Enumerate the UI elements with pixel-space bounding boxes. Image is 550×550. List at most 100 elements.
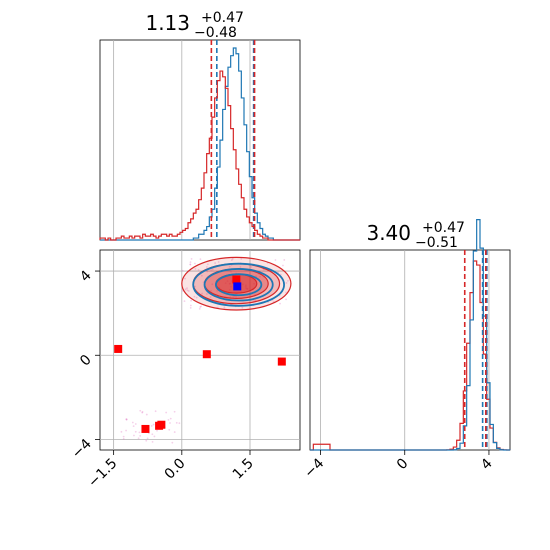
scatter-sample-point — [282, 264, 284, 267]
scatter-sample-point — [206, 293, 208, 295]
scatter-marker-red — [157, 420, 166, 429]
scatter-sample-point — [181, 269, 184, 272]
scatter-sample-point — [145, 413, 148, 416]
hist1-title-sup: +0.47 — [201, 10, 244, 26]
scatter-sample-point — [279, 302, 281, 305]
scatter-sample-point — [274, 259, 277, 261]
scatter-sample-point — [152, 423, 155, 426]
scatter-marker-red — [277, 357, 286, 366]
scatter-sample-point — [226, 280, 229, 283]
scatter-sample-point — [189, 263, 192, 266]
scatter-sample-point — [122, 435, 125, 438]
scatter-sample-point — [125, 429, 127, 432]
scatter-sample-point — [199, 258, 202, 261]
scatter-sample-point — [253, 282, 255, 285]
scatter-sample-point — [209, 296, 212, 298]
scatter-sample-point — [255, 275, 258, 278]
scatter-sample-point — [146, 437, 149, 440]
hist1-title: 1.13 — [145, 11, 190, 35]
scatter-sample-point — [141, 411, 144, 414]
scatter-sample-point — [246, 288, 249, 290]
scatter-sample-point — [194, 262, 196, 265]
scatter-sample-point — [211, 268, 214, 271]
scatter-sample-point — [151, 433, 154, 436]
scatter-sample-point — [187, 290, 190, 292]
scatter-sample-point — [139, 409, 142, 412]
hist2-series-blue — [310, 219, 511, 451]
scatter-sample-point — [134, 430, 137, 433]
scatter-sample-point — [259, 275, 261, 278]
hist1-frame — [99, 39, 301, 241]
scatter-contour-blue — [203, 268, 274, 302]
scatter-sample-point — [210, 289, 212, 292]
scatter-sample-point — [189, 306, 192, 309]
scatter-sample-point — [195, 296, 198, 299]
scatter-sample-point — [189, 304, 192, 307]
scatter-sample-point — [125, 418, 128, 421]
scatter-sample-point — [235, 296, 238, 298]
scatter-sample-point — [228, 288, 231, 291]
scatter-sample-point — [285, 282, 288, 284]
scatter-sample-point — [205, 266, 208, 268]
scatter-sample-point — [134, 423, 137, 425]
scatter-sample-point — [193, 295, 196, 298]
scatter-sample-point — [242, 283, 244, 286]
hist2-xtick-label: 0 — [394, 456, 412, 474]
scatter-sample-point — [214, 262, 217, 264]
scatter-sample-point — [244, 285, 247, 288]
scatter-sample-point — [206, 263, 209, 266]
scatter-sample-point — [230, 280, 233, 282]
scatter-sample-point — [200, 274, 203, 277]
scatter-sample-point — [231, 258, 234, 260]
scatter-sample-point — [156, 429, 158, 432]
scatter-sample-point — [228, 282, 231, 285]
scatter-marker-red — [141, 424, 150, 433]
scatter-sample-point — [224, 282, 227, 285]
hist2-title: 3.40 — [366, 221, 411, 245]
hist2-title-sup: +0.47 — [422, 220, 465, 236]
scatter-sample-point — [125, 418, 128, 421]
scatter-sample-point — [254, 299, 257, 302]
scatter-sample-point — [223, 306, 226, 309]
scatter-sample-point — [198, 308, 201, 310]
hist2-series-red — [310, 260, 511, 451]
scatter-sample-point — [141, 410, 144, 413]
scatter-sample-point — [216, 289, 219, 292]
scatter-sample-point — [154, 410, 157, 413]
scatter-contour-blue — [215, 273, 263, 297]
scatter-sample-point — [240, 258, 243, 260]
scatter-sample-point — [153, 435, 156, 438]
scatter-sample-point — [186, 287, 188, 290]
hist2-xtick-label: 4 — [478, 455, 496, 473]
scatter-sample-point — [139, 434, 142, 437]
scatter-sample-point — [285, 298, 287, 301]
hist1-series-red — [99, 70, 300, 241]
scatter-sample-point — [138, 431, 141, 434]
scatter-xtick-label: 0.0 — [162, 456, 189, 483]
scatter-sample-point — [232, 296, 235, 298]
scatter-ytick-label: 4 — [77, 268, 95, 286]
scatter-sample-point — [210, 269, 213, 272]
scatter-sample-point — [165, 411, 168, 414]
scatter-sample-point — [285, 291, 287, 294]
scatter-sample-point — [230, 285, 232, 288]
scatter-sample-point — [190, 257, 193, 260]
scatter-sample-point — [199, 306, 202, 308]
scatter-sample-point — [245, 287, 248, 290]
scatter-sample-point — [151, 441, 154, 443]
scatter-contour-blue — [192, 262, 285, 307]
scatter-sample-point — [189, 261, 192, 264]
scatter-sample-point — [239, 266, 242, 268]
scatter-marker-red — [232, 275, 241, 284]
scatter-ytick-label: 0 — [77, 352, 95, 370]
scatter-sample-point — [150, 425, 153, 427]
scatter-sample-point — [167, 418, 170, 421]
scatter-sample-point — [173, 431, 176, 433]
scatter-sample-point — [169, 417, 172, 420]
scatter-sample-point — [241, 306, 244, 309]
scatter-sample-point — [120, 430, 123, 433]
hist1-title-sub: −0.48 — [194, 25, 237, 41]
scatter-sample-point — [132, 425, 135, 428]
scatter-sample-point — [230, 259, 233, 261]
scatter-sample-point — [122, 438, 125, 440]
